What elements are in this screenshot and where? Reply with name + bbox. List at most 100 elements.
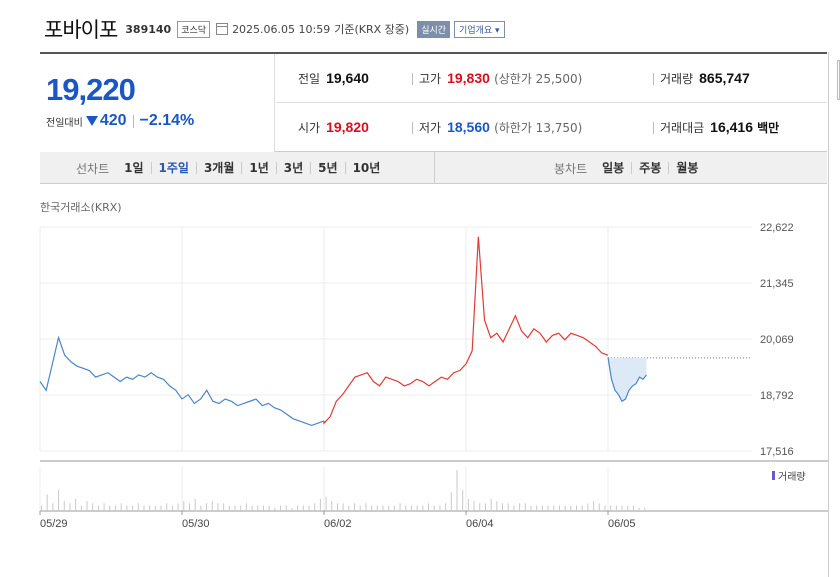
stat-open: 시가 19,820: [298, 119, 369, 136]
period-3m[interactable]: 3개월: [195, 162, 241, 174]
candle-chart-title: 봉차트: [554, 161, 588, 176]
timestamp: 2025.06.05 10:59: [232, 22, 331, 36]
y-tick-label: 22,622: [760, 222, 794, 234]
series-line-06-05: [607, 357, 647, 403]
volume-bar: [109, 505, 111, 510]
volume-bar: [92, 503, 94, 510]
stat-value: 19,830: [447, 70, 490, 86]
y-tick-label: 20,069: [760, 334, 794, 346]
series-line-06-04: [465, 236, 609, 365]
volume-bar: [280, 505, 282, 510]
stat-value: 19,640: [326, 70, 369, 86]
volume-bar: [348, 505, 350, 510]
stats-grid: 전일 19,640 고가 19,830 (상한가 25,500) 거래량 865,74…: [276, 54, 827, 152]
volume-bar: [154, 505, 156, 510]
period-3y[interactable]: 3년: [275, 162, 310, 174]
volume-bar: [410, 505, 412, 510]
stat-high: 고가 19,830 (상한가 25,500): [419, 70, 582, 87]
volume-bar: [103, 503, 105, 510]
volume-bar: [149, 505, 151, 510]
volume-bar: [450, 492, 452, 510]
volume-bar: [467, 498, 469, 510]
volume-legend-label: 거래량: [778, 471, 806, 483]
change-amount: 420: [99, 112, 127, 129]
volume-bar: [342, 503, 344, 510]
candle-monthly[interactable]: 월봉: [668, 162, 705, 174]
volume-bar: [177, 503, 179, 510]
volume-bar: [570, 505, 572, 510]
volume-bar: [200, 505, 202, 510]
market-badge: 코스닥: [177, 20, 211, 38]
volume-bar: [558, 505, 560, 510]
stat-label: 전일: [298, 72, 321, 86]
volume-bar: [188, 503, 190, 510]
volume-bar: [382, 505, 384, 510]
volume-bar: [137, 503, 139, 510]
stock-code: 389140: [125, 22, 172, 36]
stat-value: 19,820: [326, 119, 369, 135]
divider: [653, 122, 654, 134]
x-tick-label: 05/30: [182, 518, 210, 530]
divider: [132, 114, 134, 128]
volume-bar: [336, 503, 338, 510]
period-1d[interactable]: 1일: [124, 161, 144, 175]
volume-bar: [126, 505, 128, 510]
stat-value: 18,560: [447, 119, 490, 135]
volume-bar: [52, 503, 54, 510]
volume-bar: [496, 501, 498, 510]
volume-bar: [524, 503, 526, 510]
stats-row: 전일 19,640 고가 19,830 (상한가 25,500) 거래량 865,74…: [276, 54, 827, 103]
below-prev-close-area: [608, 357, 647, 402]
period-1w[interactable]: 1주일: [150, 162, 196, 174]
volume-bar: [632, 505, 634, 510]
stat-label: 거래량: [660, 72, 694, 86]
stat-value: 865,747: [699, 70, 750, 86]
y-tick-label: 21,345: [760, 278, 794, 290]
volume-bar: [114, 505, 116, 510]
period-1y[interactable]: 1년: [241, 162, 275, 174]
stat-label: 시가: [298, 121, 321, 135]
period-10y[interactable]: 10년: [344, 162, 388, 174]
volume-bar: [416, 505, 418, 510]
volume-bar: [308, 505, 310, 510]
volume-bar: [314, 503, 316, 510]
volume-bar: [297, 505, 299, 510]
x-tick-label: 06/05: [608, 518, 636, 530]
volume-bar: [388, 505, 390, 510]
period-5y[interactable]: 5년: [310, 162, 344, 174]
x-tick-label: 06/04: [466, 518, 494, 530]
y-tick-label: 17,516: [760, 446, 794, 458]
scrollbar[interactable]: [828, 52, 840, 577]
volume-bar: [354, 503, 356, 510]
stat-low: 저가 18,560 (하한가 13,750): [419, 119, 582, 136]
volume-bar: [627, 505, 629, 510]
stat-prev-close: 전일 19,640: [298, 70, 369, 87]
volume-bar: [41, 505, 42, 510]
company-overview-button[interactable]: 기업개요 ▾: [454, 20, 505, 38]
volume-bar: [223, 503, 225, 510]
change-percent: −2.14%: [139, 112, 195, 129]
volume-bar: [376, 505, 378, 510]
volume-bar: [547, 505, 549, 510]
volume-bar: [638, 507, 640, 510]
y-tick-label: 18,792: [760, 390, 794, 402]
volume-bar: [541, 505, 543, 510]
realtime-button[interactable]: 실시간: [417, 20, 451, 38]
volume-bar: [621, 505, 623, 510]
stat-label: 고가: [419, 72, 442, 86]
volume-bar: [536, 505, 538, 510]
volume-bar: [234, 505, 236, 510]
volume-bar: [75, 498, 77, 510]
volume-bar: [564, 505, 566, 510]
x-tick-label: 06/02: [324, 518, 352, 530]
candle-daily[interactable]: 일봉: [602, 161, 625, 175]
volume-bar: [171, 505, 173, 510]
volume-bar: [228, 505, 230, 510]
amount-unit: 백만: [757, 121, 780, 135]
candle-weekly[interactable]: 주봉: [631, 162, 668, 174]
volume-bar: [371, 505, 373, 510]
volume-bar: [257, 505, 259, 510]
volume-bar: [285, 505, 287, 510]
volume-bar: [80, 505, 82, 510]
